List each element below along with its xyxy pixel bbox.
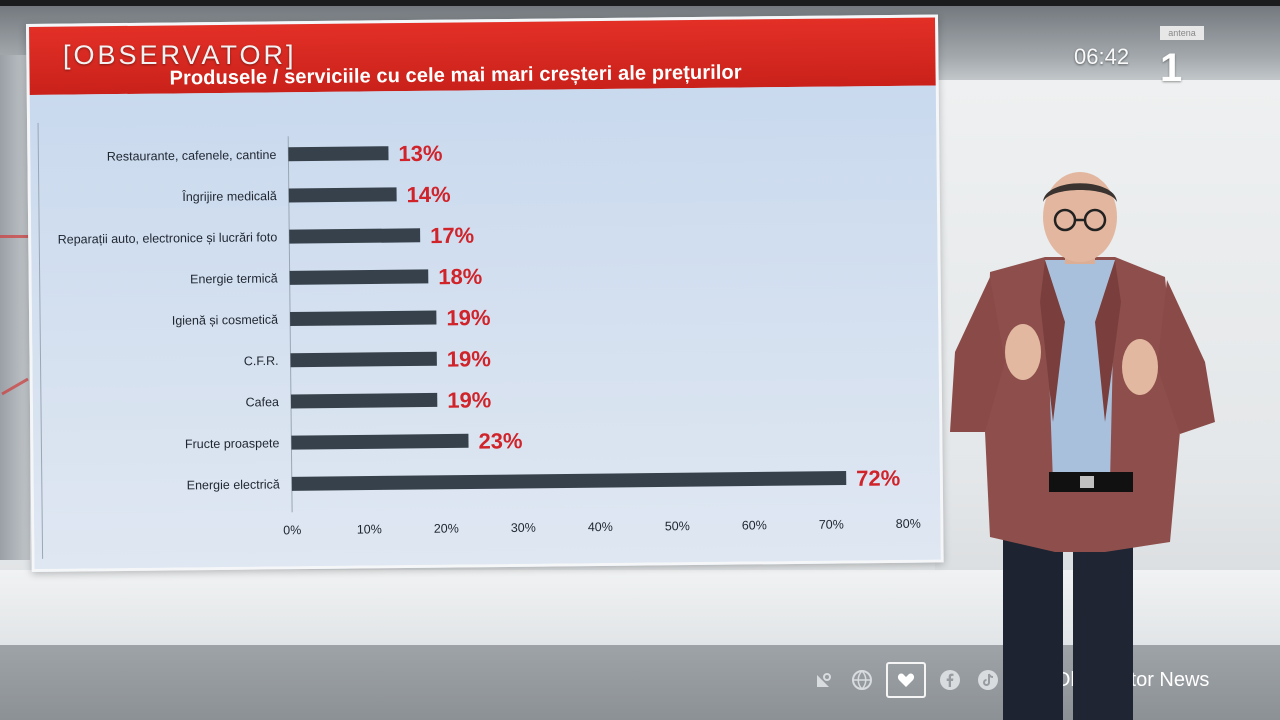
x-tick-label: 20% [434,521,459,535]
category-label: Reparații auto, electronice și lucrări f… [58,230,278,246]
bar [291,433,469,450]
bar [289,228,421,244]
value-label: 17% [430,223,474,248]
value-label: 14% [406,182,450,207]
category-label: Cafea [246,395,280,409]
heart-app-icon [886,662,926,698]
x-tick-label: 50% [665,519,690,533]
bar [288,187,397,203]
chart-screen: Produsele / serviciile cu cele mai mari … [26,14,944,572]
bar [289,269,429,285]
frame-line [37,122,44,559]
antena1-logo: antena 1 [1160,18,1220,88]
clock: 06:42 [1074,44,1130,69]
studio-floor [0,570,1280,645]
category-label: Igienă și cosmetică [172,313,278,328]
value-label: 23% [478,428,522,453]
studio-background-left [0,55,30,560]
x-tick-label: 40% [588,520,613,534]
x-tick-label: 30% [511,521,536,535]
category-label: Îngrijire medicală [181,188,277,204]
value-label: 13% [398,141,442,166]
value-label: 19% [446,305,490,330]
category-label: Energie electrică [187,477,280,492]
category-label: Fructe proaspete [185,436,280,451]
top-strip [0,0,1280,6]
value-label: 72% [856,465,900,490]
bar [291,471,847,491]
x-tick-label: 70% [819,517,844,531]
x-tick-label: 80% [896,517,921,531]
bar-chart: Restaurante, cafenele, cantine 13% Îngriji… [37,122,921,559]
category-label: Energie termică [190,271,278,286]
category-label: C.F.R. [244,354,279,368]
bar [288,146,389,162]
x-tick-label: 10% [357,522,382,536]
x-tick-label: 60% [742,518,767,532]
bar [290,392,438,409]
bar [290,351,437,368]
presenter [950,172,1215,720]
observator-logo: [OBSERVATOR] [63,40,297,70]
category-label: Restaurante, cafenele, cantine [107,148,277,164]
value-label: 19% [447,387,491,412]
channel-mark: 1 [1160,46,1183,90]
x-tick-label: 0% [283,523,301,537]
facebook-icon [936,666,964,694]
tiktok-icon [974,666,1002,694]
bar [290,310,437,327]
channel-small-label: antena [1160,26,1204,40]
value-label: 19% [447,346,491,371]
value-label: 18% [438,264,482,289]
broadcast-icon [810,666,838,694]
bottom-bar [0,645,1280,720]
globe-icon [848,666,876,694]
